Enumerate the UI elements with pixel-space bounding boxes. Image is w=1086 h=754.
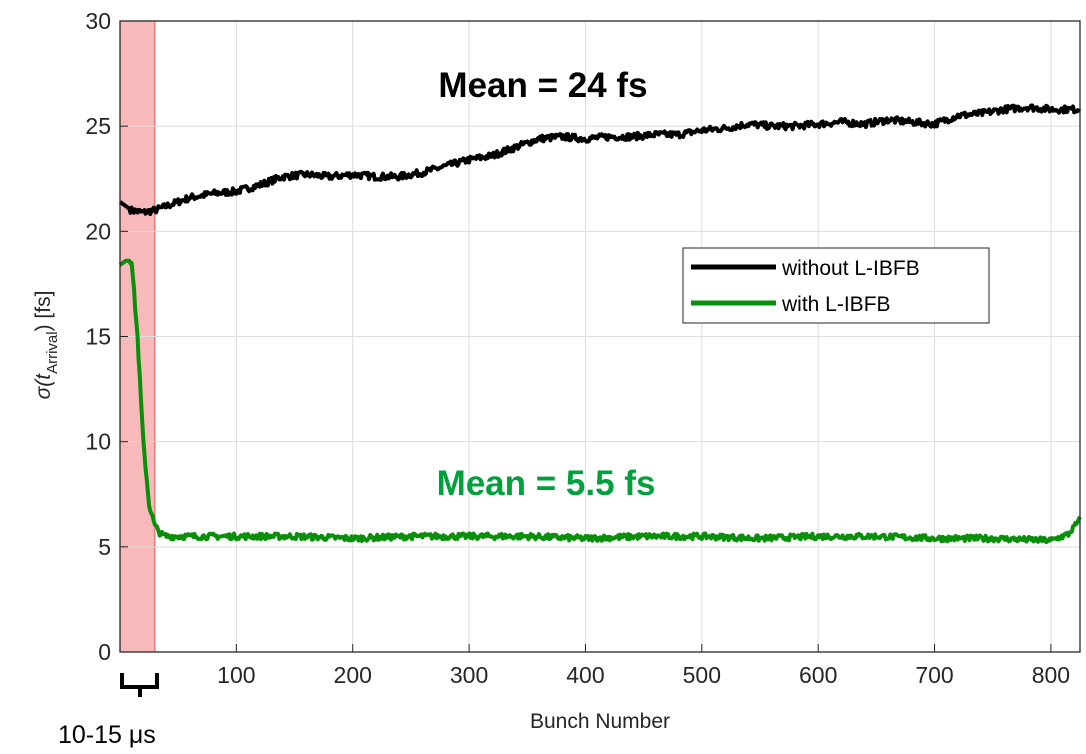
y-tick-label: 10 <box>85 429 111 455</box>
series-group <box>118 103 1082 545</box>
x-tick-label: 100 <box>217 662 255 688</box>
region-duration-label: 10-15 μs <box>58 721 156 749</box>
x-tick-label: 500 <box>683 662 721 688</box>
legend-box <box>682 247 990 324</box>
x-tick-label: 200 <box>334 662 372 688</box>
x-tick-label: 400 <box>566 662 604 688</box>
y-axis-label-sub: Arrival <box>44 331 61 374</box>
y-tick-label: 20 <box>85 218 111 244</box>
y-tick-label: 5 <box>98 534 111 560</box>
x-tick-labels: 100 200 300 400 500 600 700 800 <box>217 644 1070 688</box>
y-tick-label: 30 <box>85 8 111 34</box>
x-axis-label: Bunch Number <box>530 710 670 733</box>
grid <box>120 21 1080 652</box>
series-line-without <box>118 103 1082 217</box>
y-axis-label: σ(tArrival) [fs] <box>32 291 61 400</box>
x-tick-label: 600 <box>799 662 837 688</box>
region-brace <box>120 673 159 697</box>
legend: without L-IBFB with L-IBFB <box>682 247 990 324</box>
y-tick-label: 0 <box>98 639 111 665</box>
y-tick-label: 15 <box>85 324 111 350</box>
y-tick-labels: 0 5 10 15 20 25 30 <box>85 8 128 665</box>
legend-label-without: without L-IBFB <box>781 257 920 280</box>
annotation-mean-without: Mean = 24 fs <box>438 66 647 105</box>
series-line-with <box>118 258 1082 545</box>
legend-label-with: with L-IBFB <box>781 293 891 316</box>
x-tick-label: 300 <box>450 662 488 688</box>
x-tick-label: 800 <box>1032 662 1070 688</box>
y-tick-label: 25 <box>85 113 111 139</box>
y-axis-label-main: σ(t <box>32 373 55 400</box>
y-axis-label-end: ) [fs] <box>32 291 55 332</box>
x-tick-label: 700 <box>915 662 953 688</box>
annotation-mean-with: Mean = 5.5 fs <box>437 464 656 503</box>
